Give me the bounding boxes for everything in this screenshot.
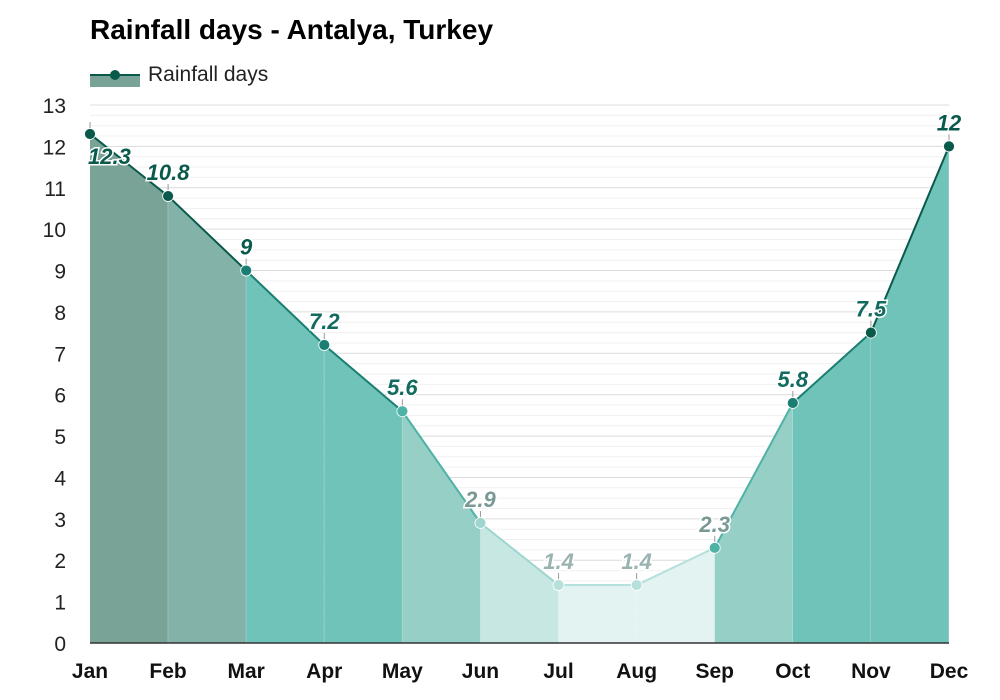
- data-label: 1.4: [543, 549, 574, 574]
- area-band: [636, 547, 715, 643]
- x-tick-label: Oct: [775, 660, 810, 683]
- legend-swatch: [90, 63, 140, 87]
- series-segment: [167, 195, 247, 272]
- data-point: [84, 128, 96, 140]
- data-point: [552, 579, 565, 591]
- data-point: [240, 264, 253, 277]
- chart-title: Rainfall days - Antalya, Turkey: [90, 14, 494, 45]
- data-label: 5.6: [387, 375, 418, 400]
- x-tick-label: Sep: [695, 660, 734, 683]
- data-label: 7.5: [856, 297, 887, 322]
- data-point: [318, 339, 331, 351]
- y-tick-label: 11: [44, 178, 66, 201]
- data-point: [396, 405, 409, 418]
- data-label: 10.8: [147, 160, 191, 185]
- y-tick-label: 8: [54, 302, 66, 325]
- x-tick-label: Dec: [930, 660, 969, 683]
- data-point: [786, 397, 799, 409]
- x-tick-label: Aug: [616, 660, 657, 683]
- y-tick-label: 10: [43, 219, 66, 242]
- area-band: [246, 270, 325, 643]
- y-tick-label: 12: [43, 136, 66, 159]
- data-labels: 12.3 10.8 9 7.2 5.6 2.9 1.4 1.4 2.3 5.8 7.5 12: [87, 109, 963, 580]
- area-band: [558, 585, 637, 643]
- area-band: [90, 133, 169, 643]
- series-segment: [636, 546, 716, 586]
- data-label: 7.2: [309, 309, 340, 334]
- series-segment: [323, 344, 404, 413]
- series-segment: [245, 269, 325, 346]
- area-band: [402, 411, 481, 643]
- data-label: 9: [240, 235, 253, 260]
- data-label: 1.4: [621, 549, 652, 574]
- x-tick-label: Jan: [72, 660, 108, 683]
- y-tick-label: 4: [54, 467, 66, 490]
- y-tick-label: 13: [43, 95, 66, 118]
- data-label: 2.9: [464, 487, 496, 512]
- x-tick-label: Feb: [149, 660, 186, 683]
- y-tick-label: 9: [54, 261, 66, 284]
- series-segment: [792, 331, 872, 404]
- data-label: 5.8: [778, 367, 809, 392]
- series-segment: [479, 522, 560, 586]
- series-segment: [89, 133, 169, 197]
- x-tick-label: Jun: [462, 660, 499, 683]
- y-tick-label: 3: [54, 509, 66, 532]
- area-band: [870, 146, 949, 643]
- y-tick-label: 7: [54, 343, 66, 366]
- y-tick-label: 2: [54, 550, 66, 573]
- data-point: [865, 326, 877, 339]
- y-tick-label: 6: [54, 385, 66, 408]
- data-label: 2.3: [698, 512, 730, 537]
- area-band: [480, 522, 559, 643]
- data-label: 12: [937, 110, 962, 135]
- y-tick-label: 5: [54, 426, 66, 449]
- x-tick-label: Jul: [543, 660, 573, 683]
- series-segment: [401, 410, 482, 524]
- series-segment: [869, 145, 950, 334]
- data-points: [84, 128, 955, 591]
- x-tick-label: Mar: [228, 660, 265, 683]
- area-band: [792, 332, 871, 643]
- data-point: [162, 190, 174, 202]
- series-segment: [713, 402, 794, 549]
- x-tick-label: Nov: [851, 660, 891, 683]
- x-tick-label: Apr: [306, 660, 342, 683]
- data-point: [474, 517, 487, 529]
- series-line: [89, 133, 950, 587]
- data-point: [708, 541, 721, 554]
- area-band: [714, 402, 793, 643]
- x-tick-label: May: [382, 660, 423, 683]
- area-band: [168, 196, 247, 644]
- y-tick-label: 1: [54, 592, 66, 615]
- month-bands: [90, 133, 950, 644]
- data-point: [630, 579, 643, 591]
- data-label: 12.3: [88, 144, 131, 169]
- y-tick-label: 0: [54, 633, 66, 656]
- data-point: [943, 140, 955, 153]
- area-band: [324, 345, 403, 643]
- legend: Rainfall days: [90, 62, 268, 88]
- legend-label: Rainfall days: [148, 63, 269, 86]
